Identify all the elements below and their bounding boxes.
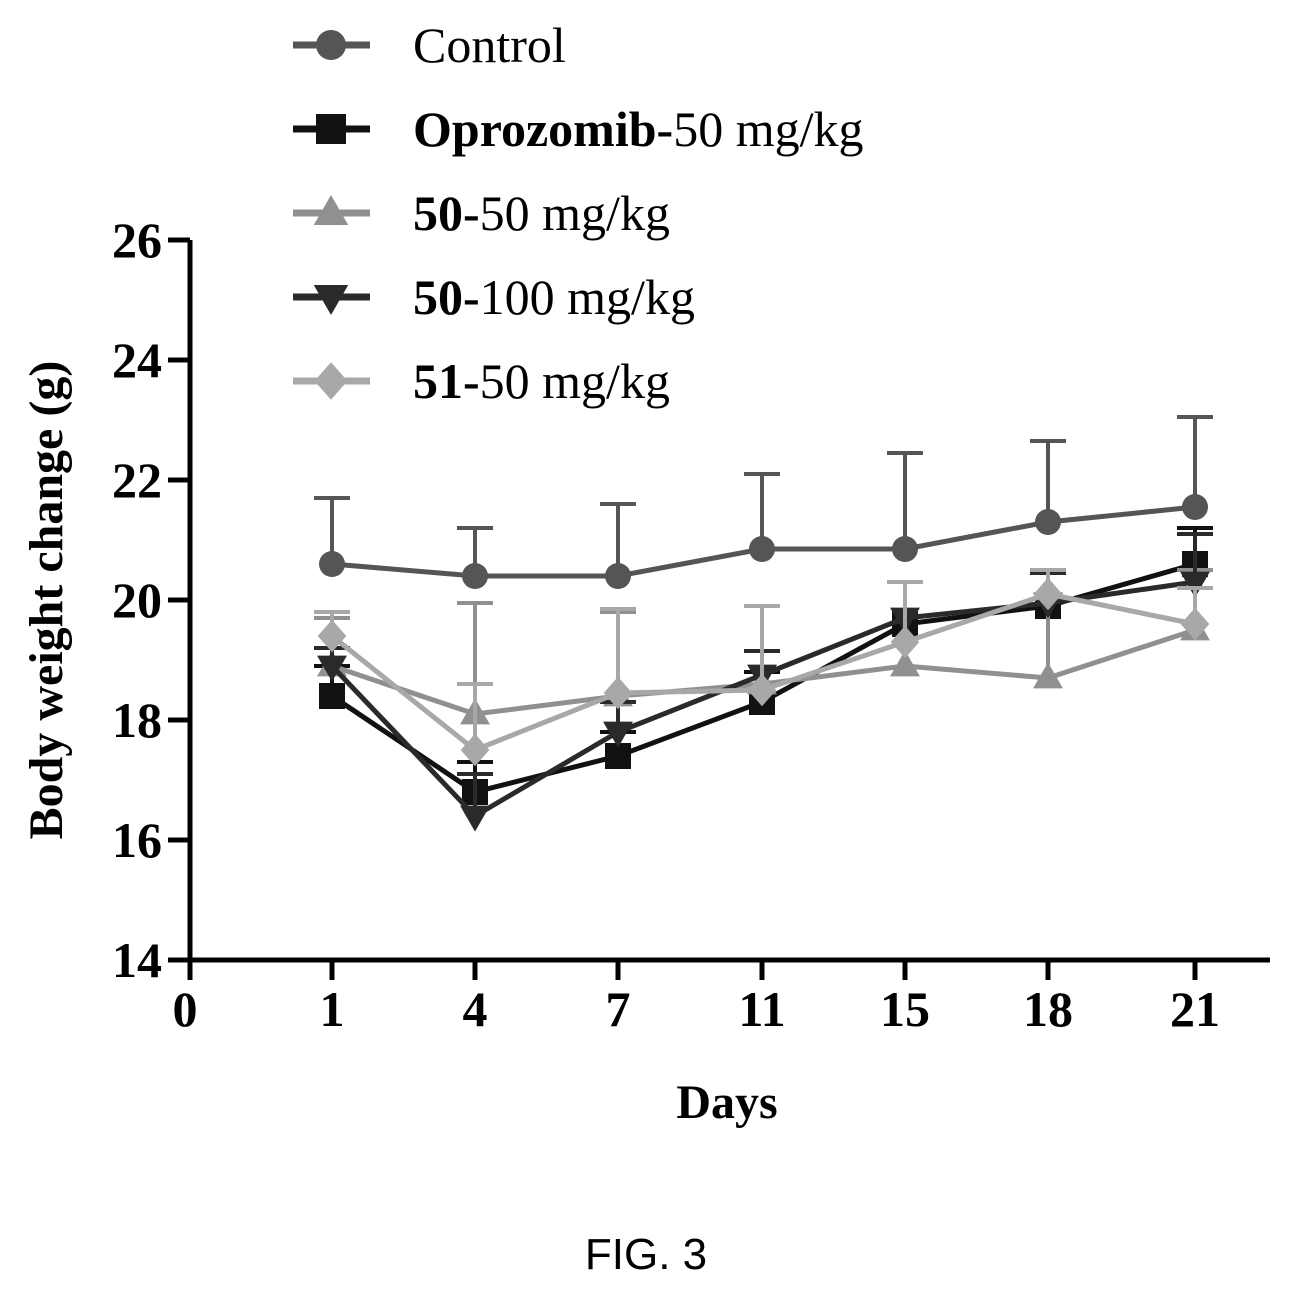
data-point (605, 563, 631, 589)
x-tick-label: 15 (880, 981, 930, 1037)
legend-item-3: 50-50 mg/kg (293, 185, 670, 241)
legend-label-bold: 50- (413, 185, 480, 241)
data-point (603, 676, 633, 710)
legend-item-4: 50-100 mg/kg (293, 269, 695, 325)
data-point (1033, 662, 1063, 689)
series-1 (314, 415, 1213, 589)
data-point (890, 650, 920, 677)
legend-label: 50-100 mg/kg (413, 269, 695, 325)
legend-label-rest: 50 mg/kg (480, 353, 670, 409)
series-5 (314, 568, 1213, 767)
x-tick-label: 1 (320, 981, 345, 1037)
y-tick-label: 24 (112, 332, 162, 388)
data-point (1182, 494, 1208, 520)
y-axis-title: Body weight change (g) (20, 361, 73, 840)
data-point (317, 655, 347, 682)
x-tick-label: 18 (1023, 981, 1073, 1037)
data-point (1035, 509, 1061, 535)
y-tick-label: 16 (112, 812, 162, 868)
legend-label-bold: 51- (413, 353, 480, 409)
data-point (462, 563, 488, 589)
y-axis: 14 16 18 20 22 24 26 (112, 212, 193, 988)
legend-label-rest: 100 mg/kg (480, 269, 695, 325)
legend-marker (316, 30, 346, 60)
y-tick-label: 18 (112, 692, 162, 748)
data-point (319, 683, 345, 709)
x-axis: 0 1 4 7 11 15 18 21 (173, 957, 1270, 1037)
data-point (317, 619, 347, 653)
x-axis-title: Days (676, 1076, 777, 1129)
data-point (1180, 571, 1210, 598)
data-point (460, 733, 490, 767)
legend-label: Oprozomib-50 mg/kg (413, 101, 863, 157)
y-tick-label: 20 (112, 572, 162, 628)
x-tick-label: 7 (606, 981, 631, 1037)
y-tick-label: 14 (112, 932, 162, 988)
legend-label: 50-50 mg/kg (413, 185, 670, 241)
legend-marker (313, 285, 349, 315)
legend-marker (314, 362, 348, 400)
data-point (892, 536, 918, 562)
data-point (319, 551, 345, 577)
data-point (1033, 577, 1063, 611)
legend-label-rest: 50 mg/kg (480, 185, 670, 241)
data-point (890, 625, 920, 659)
legend-label: 51-50 mg/kg (413, 353, 670, 409)
legend-label: Control (413, 17, 566, 73)
legend-item-1: Control (293, 17, 566, 73)
y-tick-label: 22 (112, 452, 162, 508)
x-tick-label: 0 (173, 981, 198, 1037)
legend-label-rest: 50 mg/kg (673, 101, 863, 157)
data-point (460, 805, 490, 832)
series-layer (314, 415, 1213, 832)
x-tick-label: 21 (1170, 981, 1220, 1037)
legend-item-2: Oprozomib-50 mg/kg (293, 101, 863, 157)
legend-label-bold: 50- (413, 269, 480, 325)
legend-marker (316, 114, 346, 144)
x-tick-label: 4 (463, 981, 488, 1037)
y-tick-label: 26 (112, 212, 162, 268)
data-point (603, 721, 633, 748)
figure-caption: FIG. 3 (584, 1230, 708, 1279)
data-point (749, 536, 775, 562)
legend-label-rest: Control (413, 17, 566, 73)
data-point (1180, 607, 1210, 641)
legend-item-5: 51-50 mg/kg (293, 353, 670, 409)
x-tick-label: 11 (738, 981, 785, 1037)
legend-marker (313, 195, 349, 225)
legend-label-bold: Oprozomib- (413, 101, 673, 157)
data-point (747, 673, 777, 707)
